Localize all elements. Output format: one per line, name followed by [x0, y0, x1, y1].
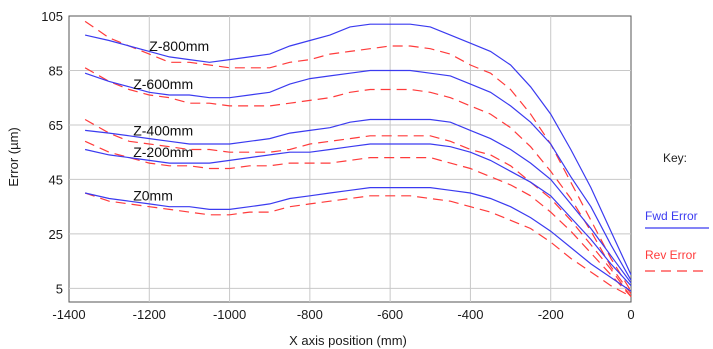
- curve-label-z400mm: Z-400mm: [133, 122, 193, 138]
- x-axis-ticks: -1400 -1200 -1000 -800 -600 -400 -200 0: [52, 307, 634, 322]
- grid: [69, 16, 631, 302]
- x-tick-label: -400: [457, 307, 483, 322]
- rev-error-line-z600mm: [84, 67, 632, 295]
- curve-label-z200mm: Z-200mm: [133, 144, 193, 160]
- legend-fwd-label: Fwd Error: [645, 209, 698, 223]
- rev-error-line-z0mm: [84, 192, 632, 298]
- y-tick-label: 85: [49, 63, 63, 78]
- y-axis-title: Error (µm): [6, 127, 21, 186]
- x-axis-title: X axis position (mm): [289, 333, 407, 348]
- legend-rev-label: Rev Error: [645, 248, 696, 262]
- x-tick-label: -200: [538, 307, 564, 322]
- rev-error-line-z800mm: [84, 20, 632, 292]
- x-tick-label: -800: [297, 307, 323, 322]
- y-tick-label: 105: [41, 9, 63, 24]
- x-tick-label: -1000: [213, 307, 246, 322]
- rev-error-line-z400mm: [84, 118, 632, 297]
- fwd-error-line-z800mm: [84, 23, 632, 276]
- curve-label-z800mm: Z-800mm: [149, 38, 209, 54]
- curve-labels: Z-800mm Z-600mm Z-400mm Z-200mm Z0mm: [133, 38, 209, 204]
- y-tick-label: 5: [56, 281, 63, 296]
- y-tick-label: 45: [49, 172, 63, 187]
- plot-area-border: [68, 15, 632, 303]
- y-axis-ticks: 5 25 45 65 85 105: [41, 9, 63, 296]
- fwd-error-line-z600mm: [84, 69, 632, 281]
- fwd-error-line-z200mm: [84, 143, 632, 287]
- curve-label-z600mm: Z-600mm: [133, 76, 193, 92]
- legend-title: Key:: [663, 151, 687, 165]
- x-tick-label: -1200: [133, 307, 166, 322]
- y-tick-label: 25: [49, 227, 63, 242]
- legend: Key: Fwd Error Rev Error: [645, 151, 709, 272]
- series-lines: [84, 20, 632, 298]
- fwd-error-line-z0mm: [84, 187, 632, 292]
- x-tick-label: -600: [377, 307, 403, 322]
- x-tick-label: -1400: [52, 307, 85, 322]
- rev-error-line-z200mm: [84, 140, 632, 298]
- y-tick-label: 65: [49, 118, 63, 133]
- curve-label-z0mm: Z0mm: [133, 188, 173, 204]
- fwd-error-line-z400mm: [85, 118, 632, 284]
- x-tick-label: 0: [627, 307, 634, 322]
